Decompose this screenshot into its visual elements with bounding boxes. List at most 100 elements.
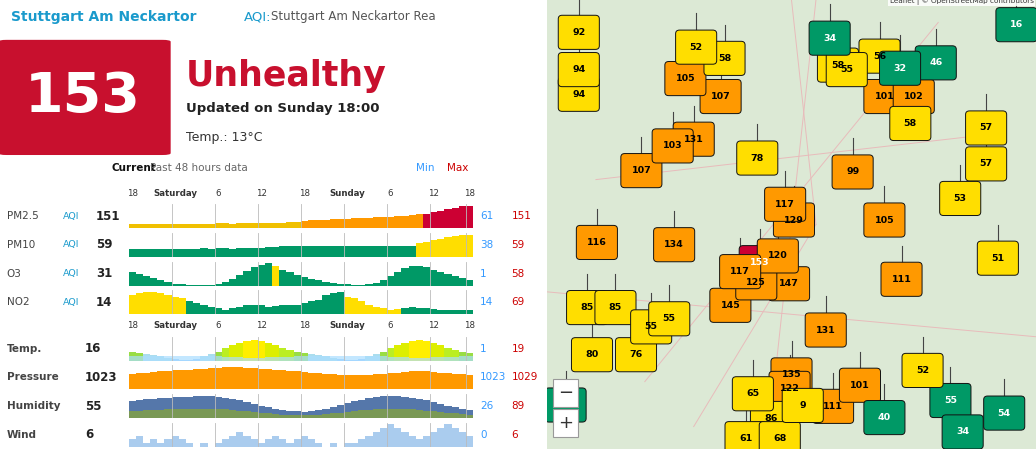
Bar: [466, 353, 473, 361]
Text: 103: 103: [663, 141, 683, 150]
Bar: [437, 373, 444, 389]
Bar: [466, 280, 473, 286]
Bar: [415, 410, 423, 418]
FancyBboxPatch shape: [757, 239, 799, 273]
Bar: [408, 371, 415, 389]
Bar: [236, 223, 243, 229]
Bar: [387, 409, 394, 418]
Bar: [401, 247, 408, 257]
Bar: [165, 397, 172, 409]
Bar: [459, 357, 466, 361]
Bar: [150, 410, 157, 418]
Bar: [265, 264, 272, 286]
Bar: [280, 223, 287, 229]
Bar: [186, 224, 193, 229]
FancyBboxPatch shape: [893, 79, 934, 114]
FancyBboxPatch shape: [966, 111, 1007, 145]
Bar: [229, 357, 236, 361]
Bar: [394, 247, 401, 257]
Bar: [437, 211, 444, 229]
Bar: [394, 216, 401, 229]
Text: 102: 102: [903, 92, 924, 101]
Bar: [222, 357, 229, 361]
Text: 94: 94: [572, 90, 585, 99]
Bar: [287, 223, 293, 229]
Text: 89: 89: [512, 401, 524, 411]
Bar: [322, 414, 329, 418]
Text: 12: 12: [428, 189, 439, 198]
Bar: [459, 374, 466, 389]
Bar: [214, 308, 222, 314]
Bar: [315, 415, 322, 418]
Text: 12: 12: [428, 321, 439, 330]
Bar: [459, 414, 466, 418]
FancyBboxPatch shape: [805, 313, 846, 347]
FancyBboxPatch shape: [915, 46, 956, 80]
Bar: [272, 409, 280, 414]
Bar: [329, 283, 337, 286]
Bar: [265, 307, 272, 314]
Bar: [136, 224, 143, 229]
Bar: [366, 409, 373, 418]
Text: 40: 40: [877, 413, 891, 422]
Bar: [380, 217, 387, 229]
Bar: [265, 369, 272, 389]
Bar: [459, 432, 466, 447]
Bar: [258, 405, 265, 413]
Bar: [344, 247, 351, 257]
Bar: [243, 357, 251, 361]
Bar: [452, 310, 459, 314]
Bar: [280, 414, 287, 418]
Bar: [165, 282, 172, 286]
Bar: [200, 396, 207, 409]
Bar: [380, 357, 387, 361]
Bar: [366, 247, 373, 257]
FancyBboxPatch shape: [710, 288, 751, 322]
Bar: [193, 409, 200, 418]
Bar: [207, 285, 214, 286]
FancyBboxPatch shape: [558, 53, 600, 87]
Text: Unhealthy: Unhealthy: [186, 59, 386, 92]
Bar: [387, 348, 394, 361]
Text: AQI: AQI: [63, 212, 80, 221]
Text: 32: 32: [893, 64, 906, 73]
Bar: [272, 345, 280, 361]
Bar: [380, 428, 387, 447]
Bar: [272, 266, 280, 286]
Bar: [366, 375, 373, 389]
Bar: [136, 274, 143, 286]
Text: PM10: PM10: [6, 240, 35, 250]
Bar: [258, 247, 265, 257]
FancyBboxPatch shape: [827, 53, 867, 87]
Bar: [287, 371, 293, 389]
Bar: [466, 235, 473, 257]
Bar: [280, 348, 287, 361]
Bar: [415, 399, 423, 410]
Text: Saturday: Saturday: [153, 321, 197, 330]
Bar: [229, 410, 236, 418]
Text: 18: 18: [126, 189, 138, 198]
Text: 55: 55: [840, 65, 854, 74]
Bar: [344, 375, 351, 389]
Bar: [373, 282, 380, 286]
Bar: [272, 247, 280, 257]
Bar: [394, 428, 401, 447]
Bar: [214, 368, 222, 389]
Text: 122: 122: [780, 384, 800, 393]
Text: 55: 55: [663, 314, 675, 323]
Bar: [186, 370, 193, 389]
Bar: [358, 285, 366, 286]
Text: 1023: 1023: [85, 371, 117, 384]
Text: 80: 80: [585, 350, 599, 359]
Text: 86: 86: [765, 414, 778, 423]
FancyBboxPatch shape: [750, 401, 792, 436]
Text: 12: 12: [256, 189, 267, 198]
Bar: [150, 249, 157, 257]
Bar: [308, 439, 315, 447]
Bar: [329, 407, 337, 414]
Text: 107: 107: [632, 166, 652, 175]
Bar: [229, 345, 236, 361]
Bar: [214, 352, 222, 361]
Bar: [466, 310, 473, 314]
Bar: [186, 356, 193, 361]
